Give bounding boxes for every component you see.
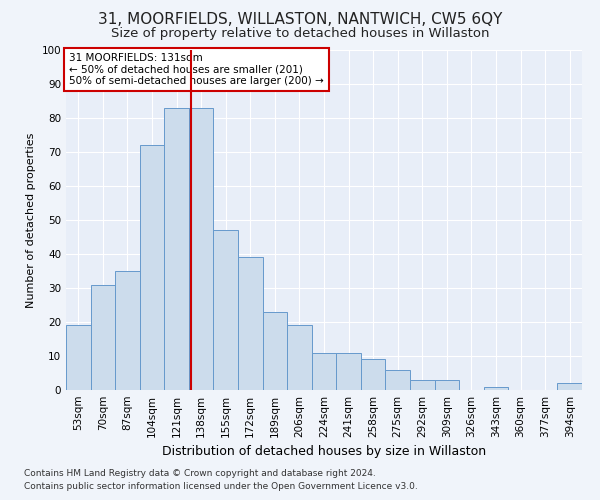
Bar: [434, 380, 459, 390]
Text: Contains HM Land Registry data © Crown copyright and database right 2024.: Contains HM Land Registry data © Crown c…: [24, 468, 376, 477]
Bar: [410, 380, 434, 390]
Bar: [263, 312, 287, 390]
Bar: [385, 370, 410, 390]
Bar: [361, 360, 385, 390]
Bar: [140, 145, 164, 390]
Bar: [557, 383, 582, 390]
Bar: [336, 352, 361, 390]
Bar: [312, 352, 336, 390]
X-axis label: Distribution of detached houses by size in Willaston: Distribution of detached houses by size …: [162, 446, 486, 458]
Bar: [66, 326, 91, 390]
Text: Contains public sector information licensed under the Open Government Licence v3: Contains public sector information licen…: [24, 482, 418, 491]
Bar: [189, 108, 214, 390]
Y-axis label: Number of detached properties: Number of detached properties: [26, 132, 36, 308]
Bar: [287, 326, 312, 390]
Text: 31 MOORFIELDS: 131sqm
← 50% of detached houses are smaller (201)
50% of semi-det: 31 MOORFIELDS: 131sqm ← 50% of detached …: [69, 53, 323, 86]
Bar: [214, 230, 238, 390]
Bar: [91, 284, 115, 390]
Text: Size of property relative to detached houses in Willaston: Size of property relative to detached ho…: [111, 28, 489, 40]
Bar: [238, 258, 263, 390]
Bar: [115, 271, 140, 390]
Text: 31, MOORFIELDS, WILLASTON, NANTWICH, CW5 6QY: 31, MOORFIELDS, WILLASTON, NANTWICH, CW5…: [98, 12, 502, 26]
Bar: [164, 108, 189, 390]
Bar: [484, 386, 508, 390]
